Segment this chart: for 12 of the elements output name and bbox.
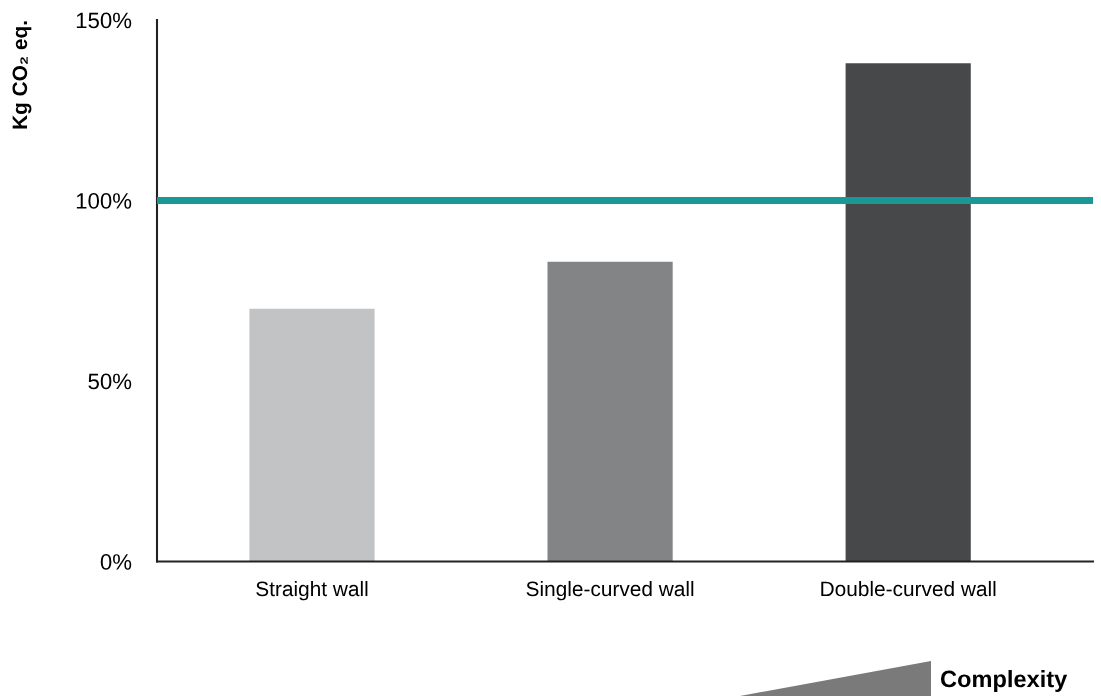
x-tick-label: Single-curved wall	[526, 580, 694, 601]
y-tick-label: 150%	[76, 12, 132, 29]
text: Complexity	[940, 669, 1068, 693]
x-tick-label: Double-curved wall	[821, 580, 996, 597]
bar	[249, 308, 375, 562]
bar	[845, 63, 971, 562]
x-tick-label: Straight wall	[256, 580, 368, 601]
y-axis-title: Kg CO₂ eq.	[12, 21, 32, 129]
bar	[547, 261, 673, 562]
y-tick-label: 0%	[100, 554, 132, 570]
y-tick-label: 100%	[76, 193, 132, 209]
y-tick-label: 50%	[88, 373, 132, 390]
